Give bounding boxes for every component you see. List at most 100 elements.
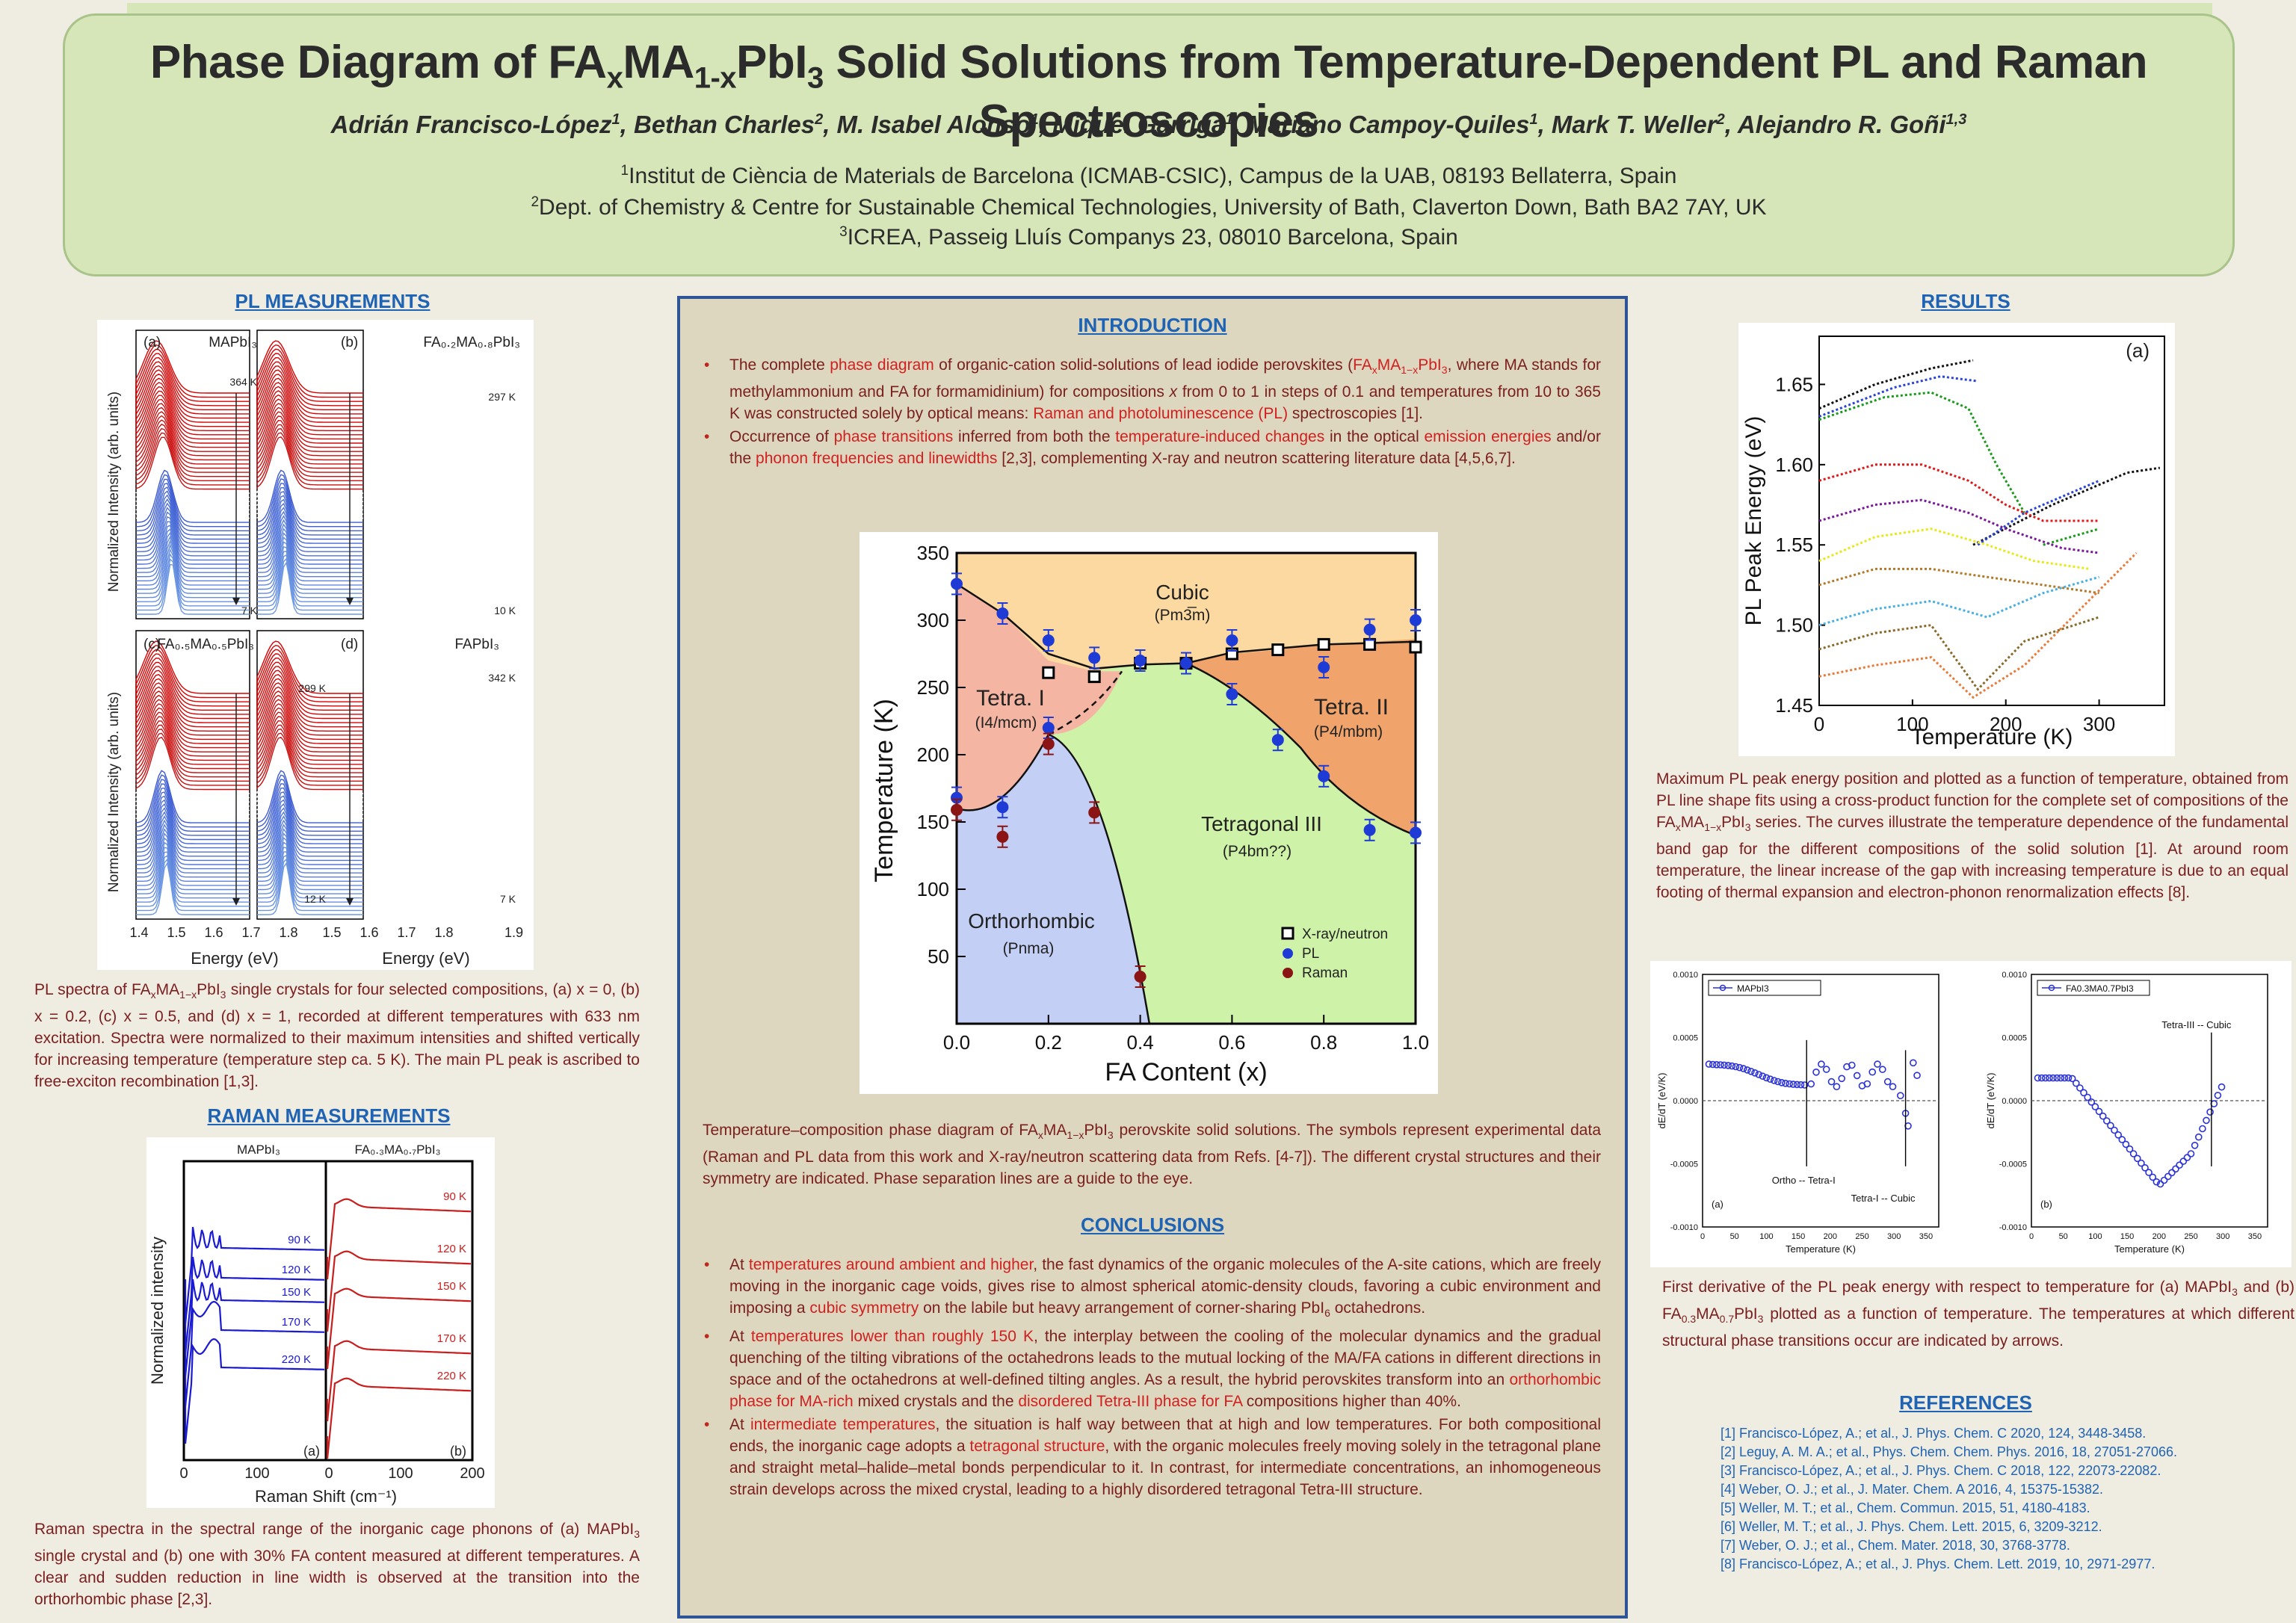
pl-temperature-arrowhead [232,598,240,605]
reference-item[interactable]: [4] Weber, O. J.; et al., J. Mater. Chem… [1721,1482,2103,1497]
pl-spectrum-trace [256,703,363,757]
reference-item[interactable]: [8] Francisco-López, A.; et al., J. Phys… [1721,1556,2155,1571]
pl-spectrum-trace [135,819,250,874]
pl-spectrum-trace [135,411,250,465]
pd-ytick-label: 300 [917,609,949,631]
pl-xtick: 1.7 [397,925,416,940]
reference-item[interactable]: [6] Weller, M. T.; et al., J. Phys. Chem… [1721,1519,2102,1534]
pl-spectrum-trace [135,482,250,536]
pl-spectrum-trace [257,528,363,581]
deriv-point [1913,1072,1921,1079]
deriv-point [2084,1093,2092,1101]
pl-caption: PL spectra of FAxMA1−xPbI3 single crysta… [34,981,640,1091]
deriv-annotation: Tetra-I -- Cubic [1851,1193,1916,1204]
res-xtick-label: 300 [2083,713,2115,735]
deriv-point [1909,1059,1917,1067]
reference-list: [1] Francisco-López, A.; et al., J. Phys… [1721,1424,2289,1574]
raman-temp-label-a: 220 K [282,1353,311,1366]
res-ytick-label: 1.50 [1775,614,1813,637]
reference-item[interactable]: [7] Weber, O. J.; et al., Chem. Mater. 2… [1721,1538,2070,1553]
pd-point-pl [1363,623,1376,636]
pl-spectrum-trace [135,761,250,815]
pl-spectrum-trace [135,699,250,752]
deriv-point [1728,1062,1736,1070]
pl-spectrum-trace [257,862,363,915]
pl-spectrum-trace [135,490,250,544]
pl-spectrum-trace [135,783,250,836]
deriv-point [2145,1169,2152,1176]
pl-spectrum-trace [135,774,250,828]
pl-spectrum-trace [135,403,250,457]
deriv-legend-label: MAPbI3 [1737,983,1769,994]
pl-spectrum-trace [136,528,250,581]
pl-spectrum-trace [256,469,363,523]
deriv-point [2102,1117,2111,1125]
pl-spectrum-trace [256,419,363,473]
pd-label-tetra1: Tetra. I [976,686,1045,711]
pl-spectrum-trace [256,752,363,807]
pd-ylabel: Temperature (K) [870,699,898,882]
pl-xtick: 1.9 [504,925,523,940]
pl-figure: Normalized Intensity (arb. units) Normal… [97,320,534,970]
deriv-point [2172,1165,2179,1173]
res-xtick-label: 0 [1814,713,1824,735]
pl-spectrum-trace [135,674,250,728]
pl-spectrum-trace [256,498,363,552]
pl-panel-d-name: FAPbI₃ [455,637,500,652]
reference-item[interactable]: [2] Leguy, A. M. A.; et al., Phys. Chem.… [1721,1444,2178,1459]
deriv-point [1812,1069,1820,1076]
reference-item[interactable]: [5] Weller, M. T.; et al., Chem. Commun.… [1721,1500,2090,1515]
pl-spectrum-trace [136,548,250,602]
deriv-point [1818,1060,1825,1068]
pl-spectrum-trace [135,348,250,402]
pl-spectrum-trace [135,460,250,515]
reference-item[interactable]: [3] Francisco-López, A.; et al., J. Phys… [1721,1463,2161,1478]
pl-spectrum-trace [256,448,363,502]
pl-spectrum-trace [256,465,363,519]
deriv-point [2160,1176,2168,1184]
pl-heading: PL MEASUREMENTS [235,290,430,312]
deriv-legend-marker [2048,984,2055,992]
pd-point-xray [1087,670,1101,684]
pl-ylabel-bottom: Normalized Intensity (arb. units) [106,692,122,892]
raman-title-a: MAPbI₃ [237,1143,280,1157]
deriv-point [2183,1154,2191,1161]
pl-spectrum-trace [256,390,363,444]
pl-spectrum-trace [256,644,363,699]
pl-spectrum-trace [135,445,250,498]
pl-xlabel-right: Energy (eV) [382,949,469,968]
reference-item[interactable]: [1] Francisco-López, A.; et al., J. Phys… [1721,1426,2147,1441]
raman-xtick: 0 [324,1465,333,1482]
raman-curve-a [184,1226,325,1325]
pl-spectrum-trace [257,854,363,907]
deriv-point [1838,1075,1846,1083]
raman-curve-a [184,1279,325,1377]
pl-panel-a-letter: (a) [144,335,161,350]
pl-spectrum-trace [256,774,363,828]
pl-spectrum-trace [135,457,250,511]
pl-spectrum-trace [256,761,363,815]
pl-spectrum-trace [136,811,250,865]
res-xtick-label: 200 [1990,713,2022,735]
pl-spectrum-trace [256,415,363,469]
conclusion-bullets: At temperatures around ambient and highe… [703,1254,1601,1502]
deriv-xtick-label: 300 [1887,1232,1901,1241]
pl-spectrum-trace [256,716,363,770]
res-series-curve [1818,616,2100,691]
pl-spectrum-trace [135,653,250,707]
pd-region-tetra2 [1186,639,1416,835]
pl-temperature-arrowhead [346,898,354,906]
phase-diagram-figure: 0.0 0.2 0.4 0.6 0.8 1.0 50 100 150 200 250 300 350 C… [860,532,1438,1094]
pl-spectrum-trace [256,495,363,548]
pl-spectrum-trace [256,356,363,410]
pl-spectrum-trace [257,851,363,903]
pl-spectrum-trace [135,795,250,849]
deriv-point [2107,1122,2114,1130]
pl-spectrum-trace [256,444,363,498]
pl-spectrum-trace [256,348,363,402]
deriv-xlabel: Temperature (K) [2114,1243,2185,1255]
deriv-point [2057,1074,2065,1082]
pd-xtick-label: 0.0 [943,1031,970,1054]
res-series-curve [1818,463,2099,522]
deriv-point [2149,1173,2157,1181]
